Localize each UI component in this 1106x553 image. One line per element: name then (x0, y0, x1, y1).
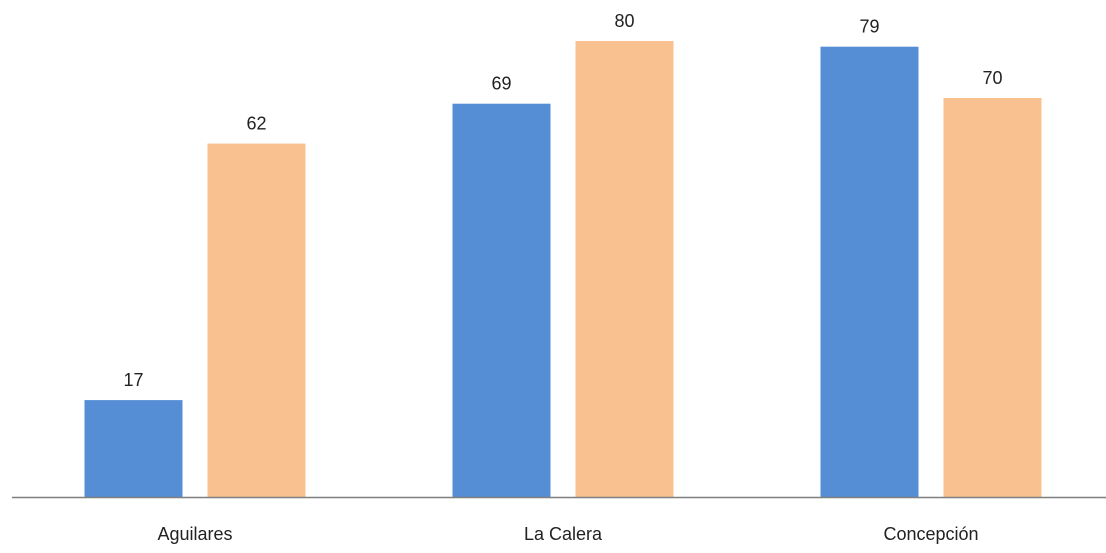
data-label: 70 (982, 68, 1002, 88)
category-labels-layer: Aguilares La Calera Concepción (157, 524, 978, 544)
category-label: Aguilares (157, 524, 232, 544)
bar-2-concepci-n (943, 98, 1042, 497)
data-label: 62 (246, 114, 266, 134)
bar-1-aguilares (84, 400, 183, 497)
category-label: La Calera (524, 524, 603, 544)
data-label: 79 (859, 17, 879, 37)
bar-1-la-calera (452, 103, 551, 497)
category-label: Concepción (883, 524, 978, 544)
data-label: 17 (123, 370, 143, 390)
bars-layer (84, 41, 1042, 497)
data-label: 80 (614, 11, 634, 31)
data-labels-layer: 17 62 69 80 79 70 (123, 11, 1002, 390)
bar-2-la-calera (575, 41, 674, 497)
bar-1-concepci-n (820, 46, 919, 497)
bar-2-aguilares (207, 143, 306, 497)
data-label: 69 (491, 74, 511, 94)
